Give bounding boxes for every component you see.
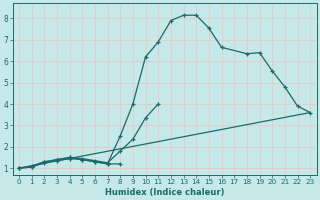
X-axis label: Humidex (Indice chaleur): Humidex (Indice chaleur) [105, 188, 224, 197]
